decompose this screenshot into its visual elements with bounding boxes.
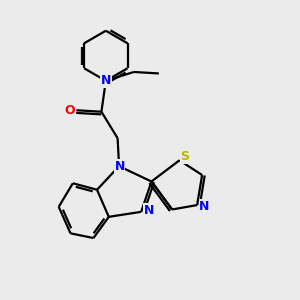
Text: N: N <box>100 74 111 87</box>
Text: N: N <box>144 204 154 217</box>
Text: N: N <box>199 200 210 213</box>
Text: N: N <box>115 160 125 173</box>
Text: O: O <box>64 104 75 117</box>
Text: S: S <box>180 150 189 163</box>
